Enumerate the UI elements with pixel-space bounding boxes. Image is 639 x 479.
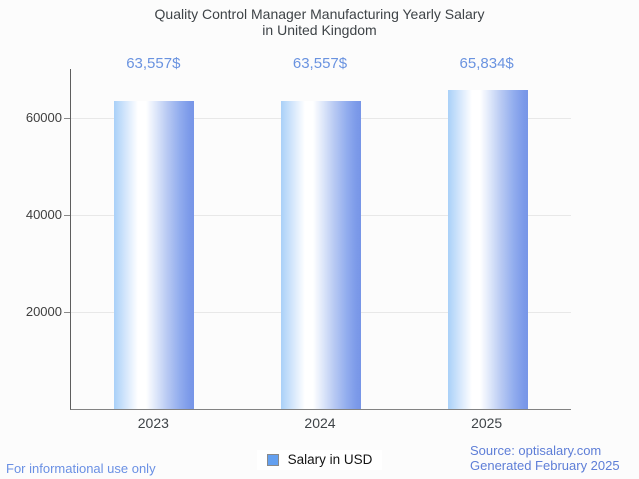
y-axis-tick-label: 60000 (25, 110, 62, 125)
disclaimer-note: For informational use only (6, 461, 156, 476)
legend-item: Salary in USD (256, 450, 383, 470)
x-axis-label: 2023 (137, 415, 169, 431)
y-axis-tick (64, 215, 70, 216)
bar-2025[interactable] (447, 89, 528, 409)
y-axis-tick (64, 312, 70, 313)
plot-area (64, 69, 571, 410)
x-axis-label: 2025 (471, 415, 503, 431)
legend-swatch-icon (266, 453, 279, 466)
source-line: Source: optisalary.com (470, 443, 602, 458)
y-axis-tick-label: 40000 (25, 207, 62, 222)
bar-value-label: 63,557$ (126, 55, 181, 72)
chart-title: Quality Control Manager Manufacturing Ye… (0, 6, 639, 38)
bar-value-label: 65,834$ (459, 55, 514, 72)
y-axis-tick (64, 118, 70, 119)
chart-title-line1: Quality Control Manager Manufacturing Ye… (154, 6, 485, 22)
source-note: Source: optisalary.com Generated Februar… (470, 443, 620, 473)
generated-line: Generated February 2025 (470, 458, 620, 473)
bar-value-label: 63,557$ (292, 55, 348, 72)
y-axis-tick-label: 20000 (25, 304, 62, 319)
bar-2024[interactable] (281, 100, 361, 409)
legend-label: Salary in USD (287, 452, 373, 467)
chart-title-line2: in United Kingdom (262, 22, 377, 38)
x-axis-label: 2024 (304, 415, 336, 431)
bar-2023[interactable] (114, 100, 195, 409)
legend: Salary in USD (0, 450, 639, 470)
